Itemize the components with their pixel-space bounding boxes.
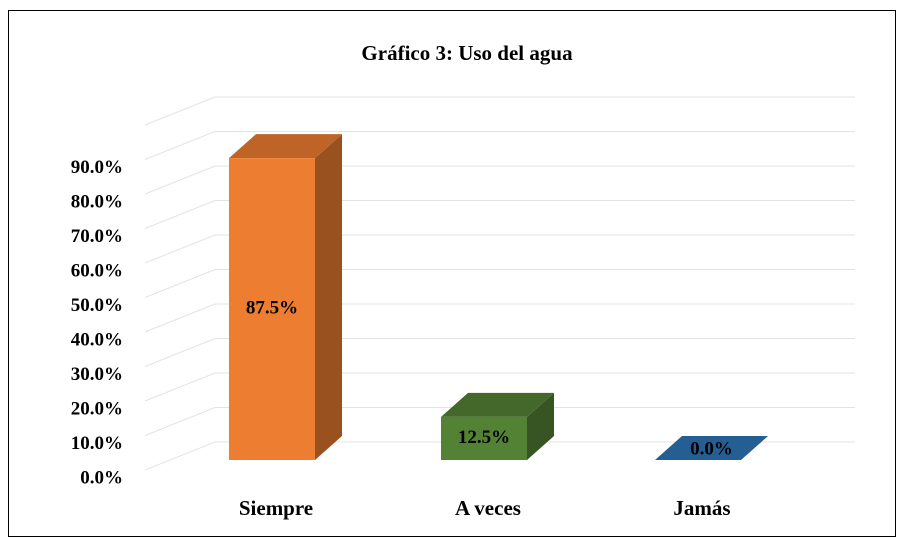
y-tick-label: 20.0% xyxy=(71,398,123,419)
grid-line xyxy=(144,96,216,126)
grid-line xyxy=(144,338,216,367)
bar-front xyxy=(441,416,527,460)
data-label: 87.5% xyxy=(246,297,298,318)
grid-line xyxy=(144,131,216,160)
grid-line xyxy=(144,234,216,264)
y-tick-label: 60.0% xyxy=(71,260,123,281)
chart-title: Gráfico 3: Uso del agua xyxy=(361,41,573,65)
bar-top xyxy=(229,134,342,159)
y-tick-label: 0.0% xyxy=(80,467,123,488)
x-tick-label: A veces xyxy=(455,496,521,520)
y-tick-label: 30.0% xyxy=(71,364,123,385)
bar-front xyxy=(229,158,315,460)
grid-line xyxy=(144,303,216,333)
x-tick-label: Siempre xyxy=(239,496,313,520)
grid-line xyxy=(144,441,216,471)
bar-top xyxy=(441,392,554,417)
data-label: 0.0% xyxy=(690,438,733,459)
bar-side xyxy=(315,134,342,460)
y-tick-label: 10.0% xyxy=(71,433,123,454)
bar-top xyxy=(655,436,768,460)
bar xyxy=(229,134,342,460)
grid-line xyxy=(144,200,216,229)
y-tick-label: 70.0% xyxy=(71,226,123,247)
bar-side xyxy=(527,392,554,460)
bar xyxy=(441,392,554,460)
y-tick-label: 90.0% xyxy=(71,157,123,178)
data-label: 12.5% xyxy=(458,427,510,448)
y-tick-label: 80.0% xyxy=(71,191,123,212)
grid-line xyxy=(144,269,216,298)
x-tick-label: Jamás xyxy=(673,496,730,520)
y-tick-label: 50.0% xyxy=(71,295,123,316)
grid-line xyxy=(144,407,216,436)
bar xyxy=(655,436,768,460)
grid-line xyxy=(144,165,216,195)
grid-line xyxy=(144,372,216,402)
y-tick-label: 40.0% xyxy=(71,329,123,350)
